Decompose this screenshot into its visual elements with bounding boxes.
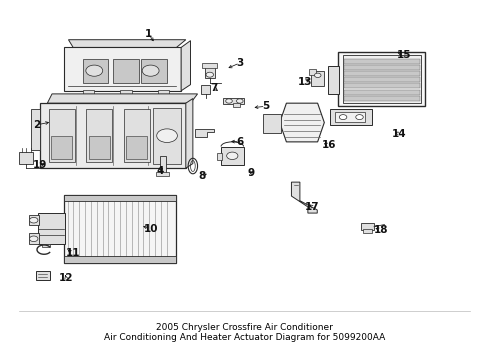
- Bar: [201, 85, 209, 94]
- Polygon shape: [291, 182, 317, 213]
- Text: 1: 1: [144, 28, 152, 39]
- Text: 7: 7: [210, 83, 217, 93]
- Text: 19: 19: [33, 160, 47, 170]
- Bar: [157, 90, 169, 95]
- Bar: [334, 112, 365, 122]
- Bar: [363, 229, 371, 233]
- Bar: [88, 136, 109, 159]
- Bar: [123, 109, 149, 162]
- Bar: [36, 271, 50, 280]
- Text: 17: 17: [305, 202, 319, 212]
- Text: 14: 14: [391, 129, 406, 139]
- Bar: [41, 244, 50, 247]
- Circle shape: [156, 129, 177, 143]
- Bar: [160, 156, 165, 173]
- Text: 2: 2: [33, 120, 41, 130]
- Bar: [263, 114, 281, 132]
- Bar: [63, 194, 176, 201]
- Circle shape: [86, 65, 102, 76]
- Bar: [344, 71, 419, 76]
- Circle shape: [205, 72, 213, 77]
- Text: 2005 Chrysler Crossfire Air Conditioner
Air Conditioning And Heater Actuator Dia: 2005 Chrysler Crossfire Air Conditioner …: [103, 323, 385, 342]
- Bar: [51, 136, 72, 159]
- Polygon shape: [47, 94, 197, 103]
- Bar: [28, 215, 39, 225]
- Circle shape: [142, 65, 159, 76]
- Bar: [82, 59, 108, 83]
- Bar: [156, 172, 169, 176]
- Text: 18: 18: [373, 225, 387, 235]
- Text: 5: 5: [262, 101, 269, 111]
- Polygon shape: [195, 129, 214, 137]
- Polygon shape: [181, 41, 190, 91]
- Bar: [49, 109, 74, 162]
- Bar: [63, 48, 181, 91]
- Text: 6: 6: [236, 137, 243, 147]
- Text: 13: 13: [298, 77, 312, 86]
- Bar: [38, 213, 65, 244]
- Text: 11: 11: [66, 248, 80, 258]
- Text: 10: 10: [143, 224, 158, 234]
- Text: 16: 16: [321, 140, 336, 150]
- Bar: [338, 52, 425, 106]
- Bar: [360, 223, 373, 230]
- Text: 9: 9: [247, 168, 255, 178]
- Bar: [344, 65, 419, 70]
- Bar: [329, 109, 371, 125]
- Bar: [126, 136, 147, 159]
- Bar: [310, 71, 324, 86]
- Circle shape: [29, 236, 38, 242]
- Polygon shape: [279, 103, 324, 142]
- Bar: [113, 59, 139, 83]
- Circle shape: [236, 99, 243, 103]
- Bar: [153, 108, 181, 163]
- Circle shape: [339, 114, 346, 120]
- Polygon shape: [31, 109, 40, 150]
- Circle shape: [225, 99, 232, 103]
- Bar: [223, 98, 244, 104]
- Bar: [63, 194, 176, 263]
- Bar: [40, 103, 185, 168]
- Bar: [344, 59, 419, 64]
- Bar: [63, 256, 176, 263]
- Bar: [344, 90, 419, 95]
- Circle shape: [226, 152, 238, 159]
- Bar: [327, 66, 339, 94]
- Bar: [232, 103, 239, 107]
- Bar: [221, 147, 243, 165]
- Bar: [86, 109, 112, 162]
- Bar: [343, 55, 420, 103]
- Bar: [19, 152, 33, 163]
- Text: 12: 12: [59, 273, 73, 283]
- Text: 8: 8: [198, 171, 205, 181]
- Text: 3: 3: [236, 58, 243, 68]
- Text: 15: 15: [396, 50, 410, 60]
- Bar: [202, 63, 217, 68]
- Bar: [308, 69, 315, 75]
- Polygon shape: [185, 99, 192, 168]
- Bar: [344, 96, 419, 101]
- Bar: [344, 77, 419, 82]
- Bar: [344, 84, 419, 89]
- Bar: [28, 233, 39, 244]
- Bar: [217, 153, 222, 161]
- Bar: [204, 64, 215, 78]
- Bar: [82, 90, 94, 95]
- Bar: [141, 59, 167, 83]
- Circle shape: [314, 73, 320, 77]
- Polygon shape: [68, 40, 185, 48]
- Circle shape: [29, 217, 38, 223]
- Circle shape: [355, 114, 363, 120]
- Text: 4: 4: [156, 166, 163, 176]
- Bar: [120, 90, 132, 95]
